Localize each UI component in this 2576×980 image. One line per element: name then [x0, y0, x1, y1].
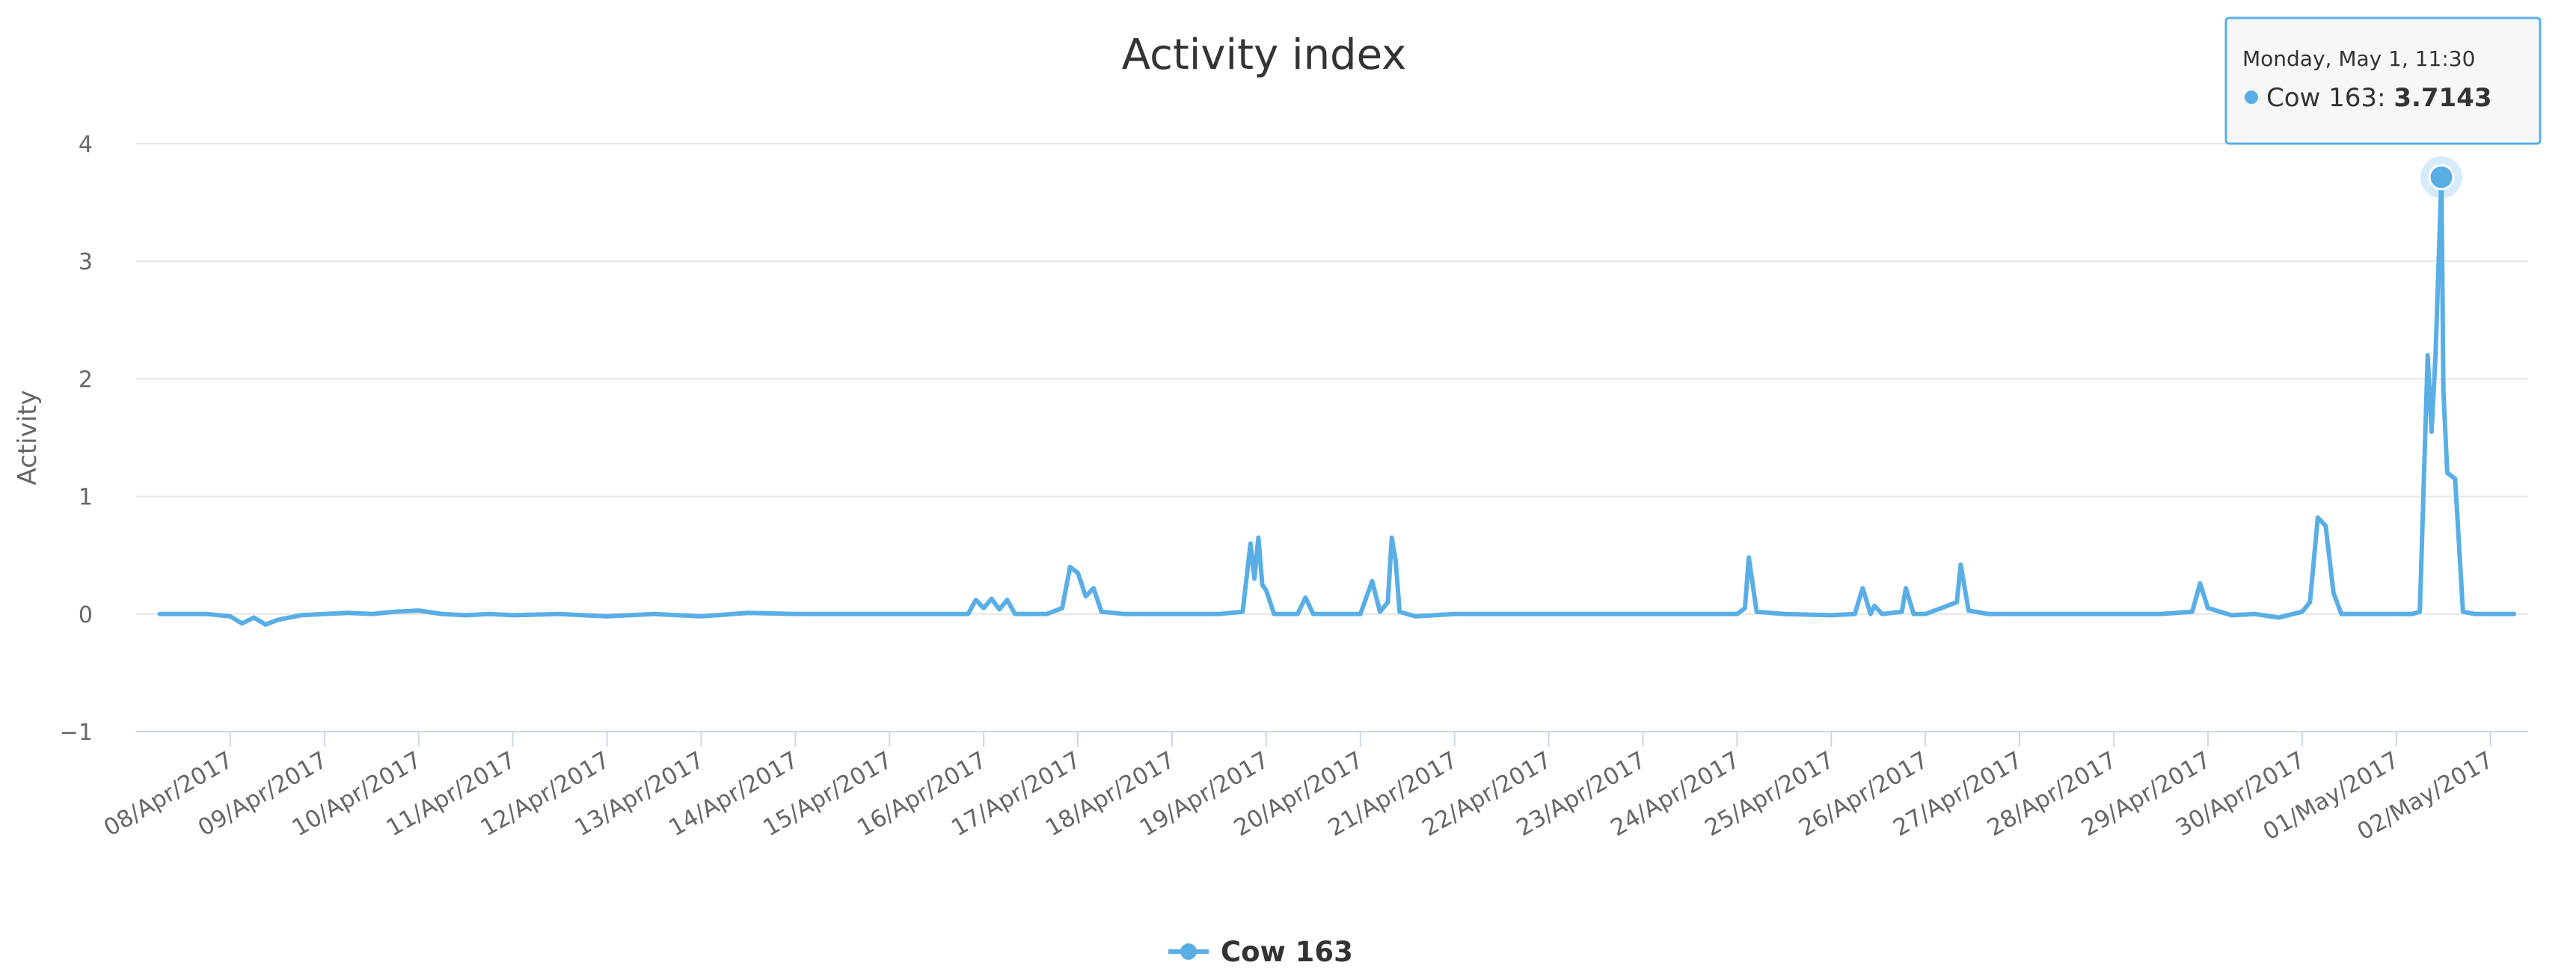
y-tick-label: 2	[79, 367, 93, 393]
tooltip-box	[2224, 16, 2542, 145]
x-axis: 08/Apr/201709/Apr/201710/Apr/201711/Apr/…	[99, 731, 2528, 846]
gridlines	[136, 143, 2528, 615]
tooltip-separator: :	[2377, 83, 2393, 113]
chart-title: Activity index	[1122, 31, 1406, 79]
y-tick-label: 3	[79, 249, 93, 275]
series-layer[interactable]	[157, 156, 2517, 627]
tooltip-value: 3.7143	[2393, 83, 2491, 113]
y-axis-label: Activity	[13, 390, 43, 485]
legend-marker	[1180, 943, 1197, 960]
series-line-cow-163[interactable]	[157, 174, 2517, 627]
tooltip-series-dot	[2245, 91, 2258, 104]
y-axis-ticks: −1 0 1 2 3 4	[60, 132, 93, 746]
legend-label[interactable]: Cow 163	[1221, 936, 1353, 968]
tooltip: Monday, May 1, 11:30 Cow 163: 3.7143	[2224, 16, 2542, 145]
tooltip-series-name: Cow 163	[2266, 83, 2377, 113]
legend[interactable]: Cow 163	[1168, 936, 1353, 968]
tooltip-body: Cow 163: 3.7143	[2266, 83, 2492, 113]
y-tick-label: 4	[79, 132, 93, 158]
y-tick-label: −1	[60, 720, 93, 746]
hover-marker[interactable]	[2428, 164, 2455, 191]
tooltip-header: Monday, May 1, 11:30	[2242, 46, 2475, 71]
y-tick-label: 0	[79, 602, 93, 628]
y-tick-label: 1	[79, 485, 93, 511]
